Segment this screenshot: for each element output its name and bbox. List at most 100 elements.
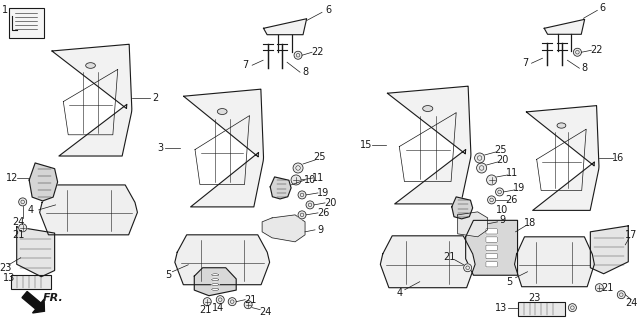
FancyBboxPatch shape: [486, 261, 497, 267]
Polygon shape: [22, 292, 45, 313]
Text: 9: 9: [499, 215, 506, 225]
Polygon shape: [175, 235, 269, 285]
Text: 21: 21: [244, 295, 256, 305]
Polygon shape: [452, 197, 473, 219]
Circle shape: [298, 211, 306, 219]
Text: 22: 22: [311, 47, 323, 57]
Text: 12: 12: [6, 173, 18, 183]
Text: 10: 10: [496, 205, 509, 215]
Text: 15: 15: [360, 140, 372, 150]
Text: 16: 16: [612, 153, 624, 163]
Circle shape: [293, 163, 303, 173]
Text: 22: 22: [590, 45, 603, 55]
Circle shape: [216, 296, 224, 304]
Text: 21: 21: [601, 283, 613, 293]
Text: 24: 24: [13, 217, 25, 227]
Ellipse shape: [86, 63, 96, 68]
Ellipse shape: [423, 106, 433, 111]
Text: 4: 4: [397, 288, 403, 298]
Text: 14: 14: [212, 303, 224, 313]
Text: 4: 4: [27, 205, 34, 215]
Circle shape: [475, 153, 485, 163]
Text: 20: 20: [324, 198, 336, 208]
Ellipse shape: [211, 279, 219, 281]
Text: 5: 5: [506, 277, 513, 287]
Polygon shape: [52, 44, 132, 156]
Text: 17: 17: [625, 230, 637, 240]
Text: 19: 19: [317, 188, 329, 198]
Text: 11: 11: [506, 168, 519, 178]
Polygon shape: [262, 215, 305, 242]
Text: 8: 8: [302, 67, 308, 77]
Text: FR.: FR.: [43, 293, 64, 303]
Text: 23: 23: [528, 293, 541, 303]
Polygon shape: [183, 89, 264, 207]
Text: 7: 7: [242, 60, 248, 70]
Text: 21: 21: [199, 305, 211, 315]
Ellipse shape: [211, 274, 219, 276]
Polygon shape: [39, 185, 138, 235]
FancyBboxPatch shape: [9, 8, 44, 38]
Text: 10: 10: [304, 175, 316, 185]
Text: 9: 9: [317, 225, 323, 235]
FancyBboxPatch shape: [11, 275, 50, 289]
Text: 24: 24: [259, 307, 271, 317]
Text: 25: 25: [314, 152, 326, 162]
Circle shape: [568, 304, 576, 312]
Polygon shape: [590, 226, 628, 274]
Polygon shape: [29, 163, 57, 201]
Ellipse shape: [211, 284, 219, 285]
Polygon shape: [515, 237, 594, 287]
Text: 21: 21: [13, 230, 25, 240]
Polygon shape: [270, 177, 291, 199]
Text: 5: 5: [165, 270, 171, 280]
Text: 24: 24: [625, 298, 637, 308]
Polygon shape: [264, 19, 306, 35]
Text: 13: 13: [496, 303, 508, 313]
Circle shape: [573, 48, 582, 56]
Text: 7: 7: [522, 58, 529, 68]
Polygon shape: [17, 227, 55, 277]
Circle shape: [228, 298, 236, 306]
Polygon shape: [380, 236, 475, 288]
Text: 25: 25: [494, 145, 507, 155]
FancyBboxPatch shape: [486, 253, 497, 259]
Text: 3: 3: [157, 143, 164, 153]
Text: 11: 11: [312, 173, 324, 183]
Ellipse shape: [211, 288, 219, 290]
Text: 18: 18: [524, 218, 536, 228]
Text: 21: 21: [443, 252, 456, 262]
FancyBboxPatch shape: [486, 245, 497, 251]
Text: 23: 23: [0, 263, 12, 273]
Circle shape: [203, 298, 211, 306]
Polygon shape: [387, 86, 471, 204]
Circle shape: [244, 301, 252, 309]
Circle shape: [298, 191, 306, 199]
Text: 1: 1: [2, 5, 8, 15]
Circle shape: [464, 264, 471, 272]
Circle shape: [18, 224, 27, 232]
Circle shape: [18, 198, 27, 206]
Text: 20: 20: [496, 155, 509, 165]
Circle shape: [476, 163, 487, 173]
Ellipse shape: [557, 123, 566, 128]
Text: 6: 6: [599, 3, 605, 13]
Text: 26: 26: [317, 208, 329, 218]
Circle shape: [496, 188, 504, 196]
Text: 19: 19: [513, 183, 526, 193]
Polygon shape: [526, 106, 599, 210]
FancyBboxPatch shape: [486, 228, 497, 234]
Text: 8: 8: [582, 63, 587, 73]
Text: 26: 26: [505, 195, 518, 205]
Text: 13: 13: [3, 273, 15, 283]
Polygon shape: [194, 268, 236, 296]
Circle shape: [306, 201, 314, 209]
Polygon shape: [457, 212, 487, 237]
FancyBboxPatch shape: [486, 237, 497, 242]
Circle shape: [617, 291, 626, 299]
Circle shape: [291, 175, 301, 185]
Circle shape: [487, 196, 496, 204]
Polygon shape: [544, 19, 585, 34]
Ellipse shape: [217, 108, 227, 115]
FancyBboxPatch shape: [517, 302, 566, 316]
